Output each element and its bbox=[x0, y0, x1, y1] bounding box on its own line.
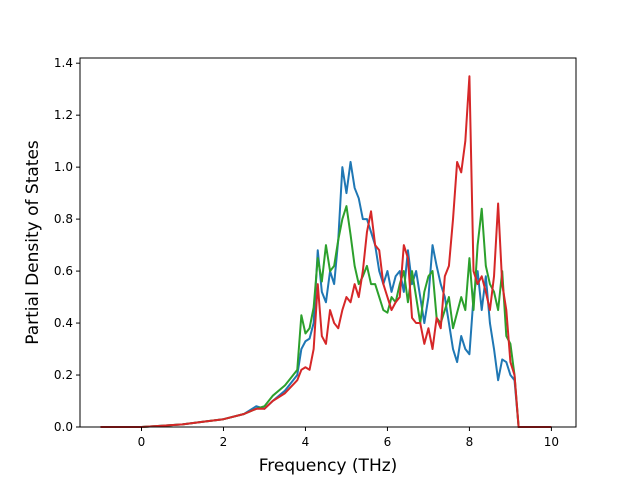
series-line-1 bbox=[100, 160, 552, 428]
y-axis-label: Partial Density of States bbox=[23, 140, 43, 345]
series-line-3 bbox=[100, 75, 552, 428]
y-tick-label: 1.0 bbox=[54, 160, 73, 174]
x-tick-label: 10 bbox=[544, 435, 559, 449]
y-tick-label: 0.2 bbox=[54, 368, 73, 382]
x-axis-ticks: 0 2 4 6 8 10 bbox=[138, 427, 559, 449]
y-tick-label: 0.4 bbox=[54, 316, 73, 330]
y-tick-label: 1.2 bbox=[54, 108, 73, 122]
y-axis-ticks: 0.0 0.2 0.4 0.6 0.8 1.0 1.2 1.4 bbox=[54, 56, 80, 434]
x-tick-label: 2 bbox=[220, 435, 228, 449]
x-tick-label: 8 bbox=[466, 435, 474, 449]
y-tick-label: 0.8 bbox=[54, 212, 73, 226]
x-tick-label: 6 bbox=[384, 435, 392, 449]
y-tick-label: 0.6 bbox=[54, 264, 73, 278]
x-tick-label: 4 bbox=[302, 435, 310, 449]
y-tick-label: 1.4 bbox=[54, 56, 73, 70]
y-tick-label: 0.0 bbox=[54, 420, 73, 434]
series-layer bbox=[100, 75, 552, 428]
x-tick-label: 0 bbox=[138, 435, 146, 449]
x-axis-label: Frequency (THz) bbox=[259, 456, 398, 476]
plot-frame bbox=[79, 57, 577, 428]
